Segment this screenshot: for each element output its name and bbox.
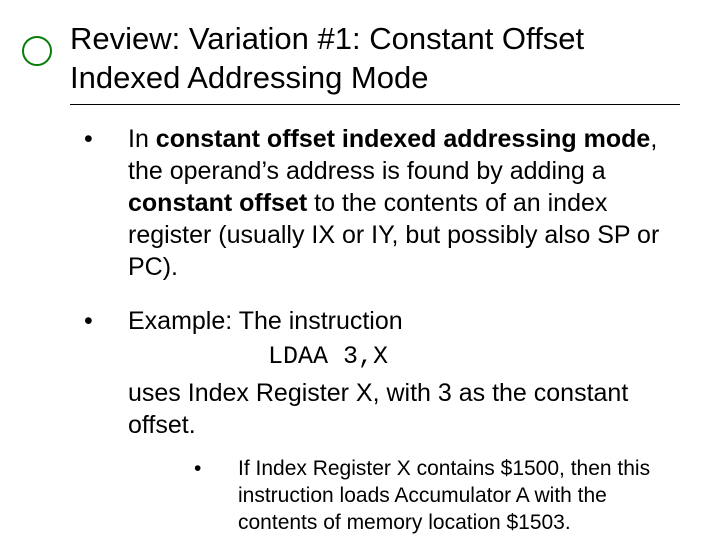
code-line: LDAA 3,X xyxy=(128,341,680,373)
bullet-item-2: Example: The instruction LDAA 3,X uses I… xyxy=(70,305,680,537)
sub-bullet-item: If Index Register X contains $1500, then… xyxy=(128,455,680,537)
slide: Review: Variation #1: Constant Offset In… xyxy=(0,0,720,540)
bullet-2-intro: Example: The instruction xyxy=(128,307,403,335)
sub-bullet-text: If Index Register X contains $1500, then… xyxy=(238,457,650,535)
bullet-list: In constant offset indexed addressing mo… xyxy=(70,123,680,537)
title-circle-decoration xyxy=(22,36,52,66)
sub-bullet-list: If Index Register X contains $1500, then… xyxy=(128,455,680,537)
slide-title: Review: Variation #1: Constant Offset In… xyxy=(70,20,680,105)
bullet-1-text: In constant offset indexed addressing mo… xyxy=(128,125,659,281)
bullet-item-1: In constant offset indexed addressing mo… xyxy=(70,123,680,283)
bullet-2-after: uses Index Register X, with 3 as the con… xyxy=(128,379,628,439)
